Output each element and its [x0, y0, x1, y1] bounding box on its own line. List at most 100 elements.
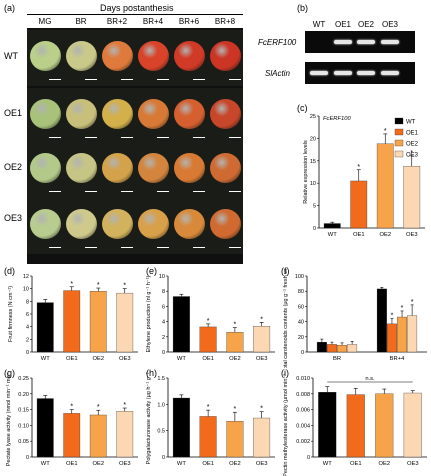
panel-label-a: (a) — [4, 3, 15, 13]
x-tick-label: OE1 — [202, 461, 214, 467]
gel-band — [357, 40, 375, 44]
x-tick-label: OE3 — [119, 461, 131, 467]
scale-bar — [49, 137, 61, 138]
x-tick-label: OE3 — [256, 356, 268, 362]
stage-label-mg: MG — [38, 17, 52, 26]
bar-oe2 — [89, 291, 107, 353]
scale-bar — [193, 137, 205, 138]
scale-bar — [49, 191, 61, 192]
y-tick-label: 15 — [310, 159, 316, 165]
bar-oe3 — [347, 344, 358, 353]
bar-oe3 — [407, 315, 418, 353]
tomato-fruit — [30, 99, 61, 129]
scale-bar — [121, 79, 133, 80]
y-tick-label: 0.004 — [296, 423, 310, 429]
scale-bar — [157, 191, 169, 192]
y-tick-label: 0.002 — [296, 439, 310, 445]
bar-oe2 — [375, 393, 394, 458]
y-tick-label: 12 — [23, 274, 29, 280]
bar-oe1 — [199, 326, 217, 353]
header-rule — [27, 14, 243, 15]
chart-d: 0 2 4 6 8 10 12 Fruit firmness (N cm⁻²) WT OE1 * OE… — [8, 274, 138, 362]
y-tick-label: 100 — [295, 274, 304, 280]
tomato-fruit — [66, 99, 97, 129]
tomato-fruit — [210, 153, 241, 183]
panel-label-h: (h) — [146, 368, 157, 378]
significance-star: * — [123, 283, 126, 290]
significance-star: * — [411, 299, 414, 306]
panel-label-e: (e) — [146, 266, 157, 276]
line-label-wt: WT — [4, 51, 18, 61]
chart-title: FcERF100 — [323, 116, 351, 122]
tomato-fruit — [174, 41, 205, 71]
fruit-photo-grid — [27, 28, 243, 264]
scale-bar — [229, 247, 241, 248]
x-tick-label: OE1 — [66, 356, 78, 362]
y-axis-label: Pectate lyase activity (nmol min⁻¹ mg⁻¹) — [6, 372, 12, 466]
x-tick-label: OE3 — [406, 232, 418, 238]
significance-star: * — [207, 404, 210, 411]
significance-star: * — [410, 150, 413, 157]
gel-band — [381, 40, 399, 44]
bar-oe1 — [350, 180, 368, 229]
y-tick-label: 0 — [26, 455, 29, 461]
tomato-fruit — [102, 209, 133, 239]
significance-star: * — [234, 406, 237, 413]
scale-bar — [85, 191, 97, 192]
bar-oe2 — [397, 316, 407, 353]
y-tick-label: 0 — [313, 226, 316, 232]
y-tick-label: 0 — [26, 350, 29, 356]
legend-label: OE2 — [406, 142, 419, 148]
panel-label-b: (b) — [297, 3, 308, 13]
y-tick-label: 10 — [23, 287, 29, 293]
stage-label-br-plus-8: BR+8 — [214, 17, 236, 26]
bar-wt — [36, 398, 54, 458]
y-tick-label: 8 — [162, 289, 165, 295]
y-tick-label: 0.15 — [18, 408, 29, 414]
x-tick-label: OE1 — [353, 232, 365, 238]
gel-lane-label-oe1: OE1 — [334, 20, 351, 29]
y-axis-label: Pectin methylesterase activity (μmol min… — [283, 372, 289, 476]
bar-oe1 — [63, 413, 81, 458]
y-tick-label: 0.20 — [18, 392, 29, 398]
y-tick-label: 0.008 — [296, 392, 310, 398]
gel-band — [334, 40, 352, 44]
x-tick-label: OE1 — [350, 461, 362, 467]
x-tick-label: WT — [41, 356, 50, 362]
tomato-fruit — [174, 99, 205, 129]
y-tick-label: 6 — [162, 304, 165, 310]
ns-annotation: n.s. — [365, 376, 375, 382]
chart-e: 0 2 4 6 8 10 Ethylene production (nl g⁻¹ h⁻¹) W… — [146, 274, 275, 362]
y-tick-label: 0.010 — [296, 376, 310, 382]
tomato-fruit — [210, 99, 241, 129]
y-tick-label: 0.10 — [18, 423, 29, 429]
stage-label-br-plus-2: BR+2 — [106, 17, 128, 26]
legend-swatch — [394, 128, 404, 136]
y-tick-label: 8 — [26, 299, 29, 305]
legend-swatch — [394, 150, 404, 158]
scale-bar — [85, 247, 97, 248]
legend-swatch — [394, 117, 404, 125]
tomato-fruit — [66, 209, 97, 239]
bar-oe3 — [253, 417, 271, 458]
tomato-fruit — [174, 209, 205, 239]
significance-star: * — [97, 282, 100, 289]
panel-label-f: (f) — [281, 266, 290, 276]
y-tick-label: 2 — [26, 337, 29, 343]
y-tick-label: 10 — [159, 274, 165, 280]
scale-bar — [193, 79, 205, 80]
y-tick-label: 40 — [298, 320, 304, 326]
scale-bar — [49, 79, 61, 80]
gene-label-fcerf100: FcERF100 — [258, 38, 297, 47]
x-tick-label: WT — [328, 232, 337, 238]
y-axis-label: Relative expression levels — [303, 140, 309, 204]
bar-oe1 — [63, 290, 81, 353]
significance-star: * — [401, 305, 404, 312]
bar-oe3 — [253, 326, 271, 353]
significance-star: * — [97, 404, 100, 411]
bar-oe2 — [337, 345, 347, 353]
bar-oe1 — [199, 416, 217, 458]
gel-lane-label-wt: WT — [312, 20, 326, 29]
y-tick-label: 0.25 — [18, 376, 29, 382]
tomato-fruit — [30, 209, 61, 239]
